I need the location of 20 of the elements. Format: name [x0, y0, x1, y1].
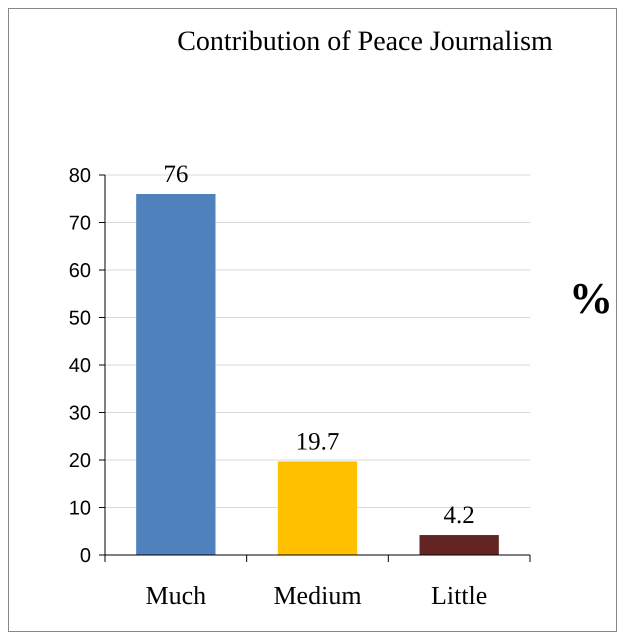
bar	[278, 461, 358, 555]
x-tick-label: Little	[431, 581, 488, 610]
y-tick-label: 20	[68, 450, 91, 472]
data-label: 76	[163, 161, 188, 188]
y-tick-label: 50	[68, 308, 91, 330]
chart-title: Contribution of Peace Journalism	[177, 26, 554, 57]
y-tick-label: 60	[68, 260, 91, 282]
y-tick-label: 0	[80, 545, 91, 567]
y-tick-label: 40	[68, 355, 91, 377]
x-tick-label: Much	[145, 581, 206, 610]
bar	[420, 535, 499, 555]
y-tick-label: 80	[68, 165, 91, 187]
y-tick-label: 10	[68, 498, 91, 520]
y-tick-label: 30	[68, 402, 91, 424]
bar	[136, 194, 216, 555]
x-tick-label: Medium	[273, 581, 362, 610]
y-axis-title: %	[569, 274, 613, 323]
y-tick-label: 70	[68, 212, 91, 234]
data-label: 19.7	[296, 428, 340, 456]
data-label: 4.2	[444, 502, 475, 530]
